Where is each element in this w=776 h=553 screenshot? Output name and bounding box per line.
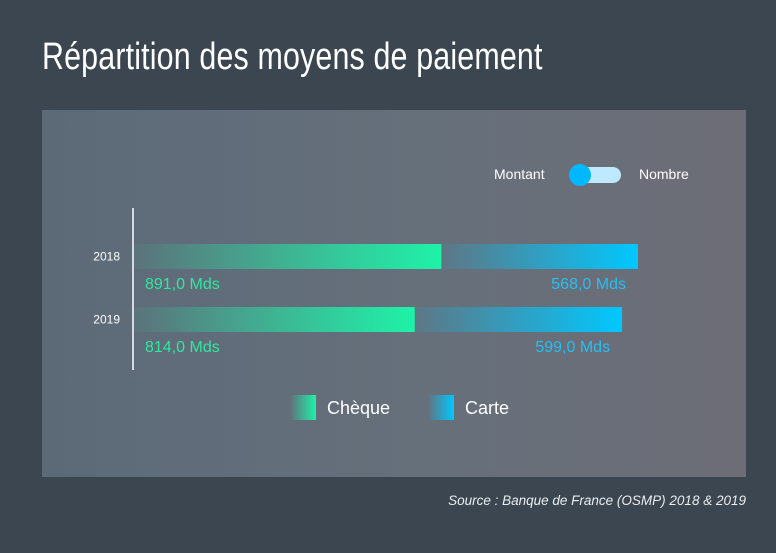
bar-carte-2019[interactable] xyxy=(414,307,623,332)
metric-toggle-switch[interactable] xyxy=(569,164,621,186)
bar-cheque-2019[interactable] xyxy=(133,307,415,332)
bar-carte-2018[interactable] xyxy=(441,244,638,269)
toggle-label-montant[interactable]: Montant xyxy=(494,166,545,182)
data-label-cheque-2018: 891,0 Mds xyxy=(145,276,220,293)
chart-panel: Montant Nombre 2018 891,0 Mds 568,0 Mds 201… xyxy=(42,110,746,477)
data-label-cheque-2019: 814,0 Mds xyxy=(145,339,220,356)
toggle-label-nombre[interactable]: Nombre xyxy=(639,166,689,182)
tick-label-2019: 2019 xyxy=(93,313,120,327)
source-note: Source : Banque de France (OSMP) 2018 & … xyxy=(448,493,746,508)
metric-toggle-group: Montant Nombre xyxy=(494,162,724,186)
tick-label-2018: 2018 xyxy=(93,250,120,264)
legend-swatch-cheque[interactable] xyxy=(291,395,316,420)
legend-swatch-carte[interactable] xyxy=(429,395,454,420)
data-label-carte-2018: 568,0 Mds xyxy=(551,276,626,293)
data-label-carte-2019: 599,0 Mds xyxy=(535,339,610,356)
legend-label-carte[interactable]: Carte xyxy=(465,398,509,418)
legend-label-cheque[interactable]: Chèque xyxy=(327,398,390,418)
toggle-knob[interactable] xyxy=(569,164,591,186)
stacked-bar-chart: 2018 891,0 Mds 568,0 Mds 2019 814,0 Mds 599,0… xyxy=(93,208,638,420)
bar-cheque-2018[interactable] xyxy=(133,244,442,269)
page-title: Répartition des moyens de paiement xyxy=(42,36,543,78)
